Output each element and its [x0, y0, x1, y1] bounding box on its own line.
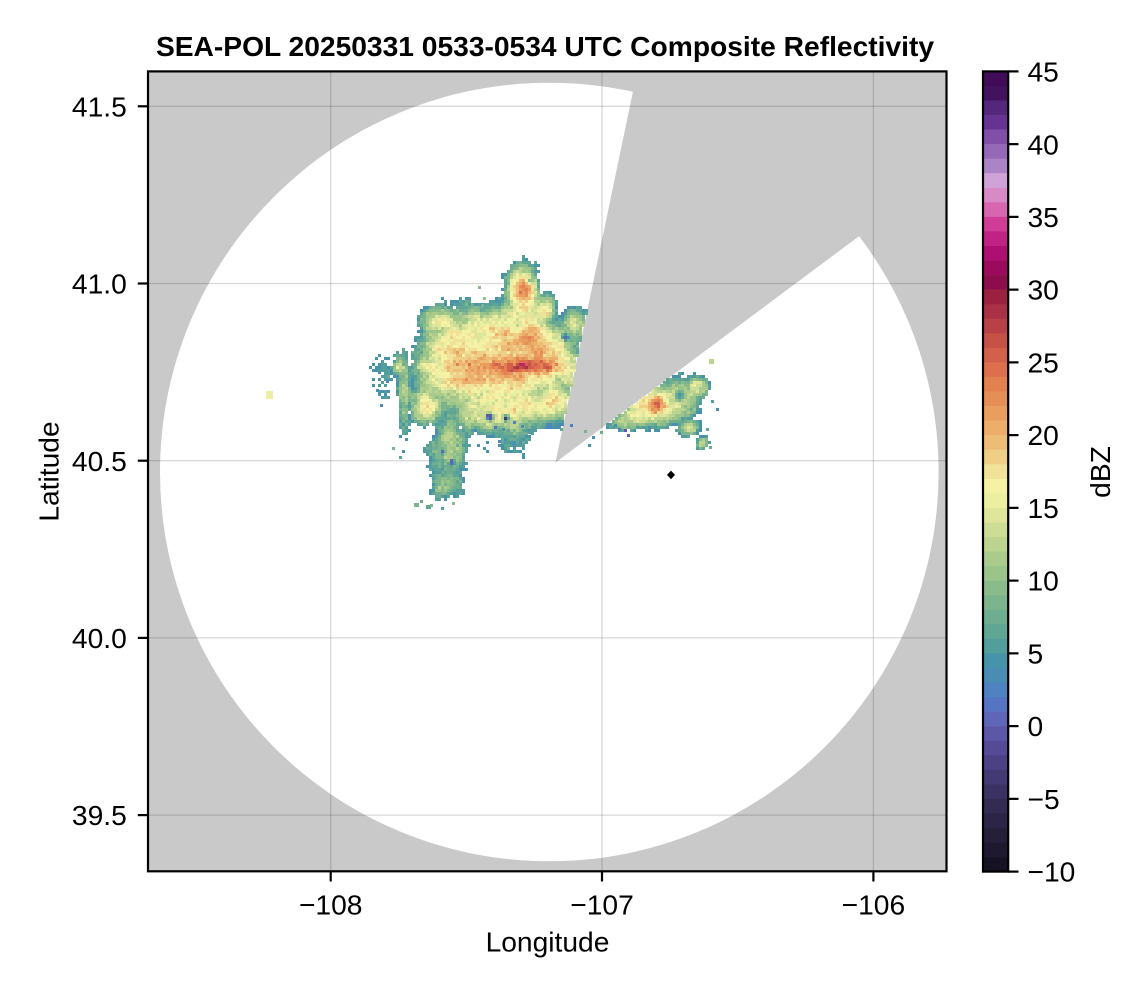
svg-text:Latitude: Latitude: [32, 421, 64, 521]
svg-text:35: 35: [1028, 201, 1059, 233]
svg-text:dBZ: dBZ: [1084, 446, 1116, 498]
svg-text:−107: −107: [570, 889, 634, 921]
svg-text:40: 40: [1028, 128, 1059, 160]
svg-text:25: 25: [1028, 346, 1059, 378]
svg-text:−106: −106: [842, 889, 906, 921]
svg-text:−5: −5: [1028, 783, 1060, 815]
svg-text:−10: −10: [1028, 856, 1076, 888]
svg-text:5: 5: [1028, 637, 1044, 669]
svg-text:15: 15: [1028, 492, 1059, 524]
svg-text:41.0: 41.0: [72, 268, 127, 300]
svg-text:45: 45: [1028, 56, 1059, 88]
svg-text:−108: −108: [299, 889, 363, 921]
svg-text:39.5: 39.5: [72, 799, 127, 831]
svg-text:30: 30: [1028, 274, 1059, 306]
svg-text:Longitude: Longitude: [486, 926, 610, 958]
svg-text:SEA-POL 20250331 0533-0534 UTC: SEA-POL 20250331 0533-0534 UTC Composite…: [156, 30, 934, 62]
svg-text:10: 10: [1028, 565, 1059, 597]
svg-text:41.5: 41.5: [72, 90, 127, 122]
svg-text:0: 0: [1028, 710, 1044, 742]
svg-text:20: 20: [1028, 419, 1059, 451]
svg-text:40.5: 40.5: [72, 445, 127, 477]
svg-text:40.0: 40.0: [72, 622, 127, 654]
